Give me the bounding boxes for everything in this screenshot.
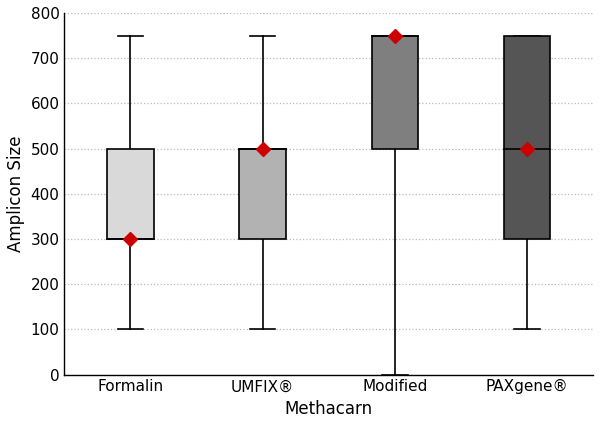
- Bar: [371, 36, 418, 149]
- Bar: [504, 36, 550, 239]
- Y-axis label: Amplicon Size: Amplicon Size: [7, 136, 25, 252]
- X-axis label: Methacarn: Methacarn: [284, 400, 373, 418]
- Bar: [107, 149, 154, 239]
- Bar: [239, 149, 286, 239]
